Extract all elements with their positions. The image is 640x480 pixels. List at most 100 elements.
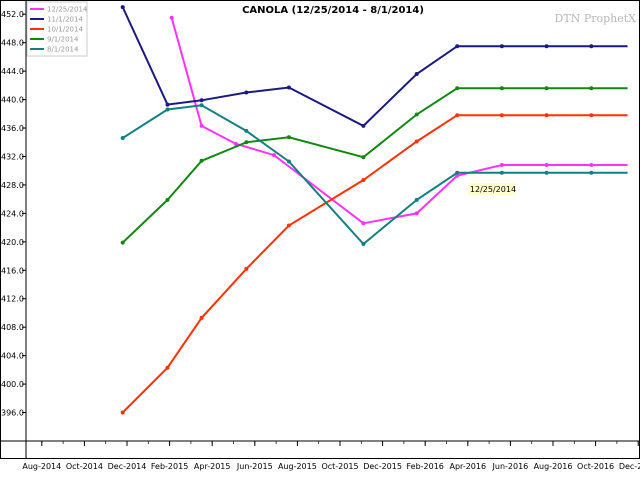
data-point (499, 113, 504, 118)
x-tick-label: Feb-2016 (406, 462, 443, 471)
data-point (244, 90, 249, 95)
x-tick-label: Aug-2016 (534, 462, 573, 471)
data-point (120, 240, 125, 245)
data-point (165, 102, 170, 107)
data-point (589, 86, 594, 91)
y-tick-label: 448.0 (1, 39, 24, 48)
series-line (122, 104, 628, 246)
y-axis: 396.0 400.0 404.0 408.0 412.0 416.0 420.0 424.0… (1, 10, 26, 418)
data-point (589, 163, 594, 167)
y-tick-label: 408.0 (1, 323, 24, 332)
x-tick-label: Feb-2015 (151, 462, 188, 471)
y-tick-label: 444.0 (1, 67, 24, 76)
data-point (165, 197, 170, 202)
y-tick-label: 428.0 (1, 181, 24, 190)
x-tick-label: Dec-2016 (619, 462, 640, 471)
y-tick-label: 436.0 (1, 124, 24, 133)
data-point (544, 113, 549, 118)
y-tick-label: 412.0 (1, 295, 24, 304)
data-point (544, 44, 549, 49)
legend-label: 8/1/2014 (47, 46, 79, 54)
y-tick-label: 420.0 (1, 238, 24, 247)
y-tick-label: 404.0 (1, 352, 24, 361)
series-12-25-2014 (169, 15, 628, 226)
data-point (455, 113, 460, 118)
data-point (199, 158, 204, 163)
data-point (455, 86, 460, 91)
data-point (414, 211, 419, 216)
x-axis: Aug-2014 Oct-2014 Dec-2014 Feb-2015 Apr-2015… (22, 441, 640, 471)
y-tick-label: 396.0 (1, 409, 24, 418)
data-point (286, 223, 291, 228)
data-point (499, 44, 504, 49)
legend-label: 9/1/2014 (47, 36, 79, 44)
x-tick-label: Oct-2015 (321, 462, 358, 471)
series-10-1-2014 (120, 113, 628, 415)
series-8-1-2014 (120, 103, 628, 246)
data-point (499, 170, 504, 175)
annotation-label: 12/25/2014 (470, 185, 516, 194)
data-point (272, 153, 276, 158)
series-11-1-2014 (120, 5, 628, 128)
data-point (165, 365, 170, 370)
legend: 12/25/2014 11/1/2014 10/1/2014 9/1/2014 8/1/… (26, 1, 88, 57)
data-point (361, 242, 366, 246)
data-point (199, 123, 204, 128)
y-tick-label: 452.0 (1, 10, 24, 19)
data-point (120, 136, 125, 140)
data-point (361, 155, 366, 160)
chart-title: CANOLA (12/25/2014 - 8/1/2014) (242, 5, 424, 16)
data-point (455, 173, 460, 178)
data-point (455, 44, 460, 49)
plot-frame (0, 0, 640, 459)
x-tick-label: Apr-2016 (450, 462, 487, 471)
x-tick-label: Apr-2015 (194, 462, 231, 471)
data-point (589, 44, 594, 49)
x-tick-label: Dec-2014 (108, 462, 147, 471)
data-point (199, 103, 204, 108)
data-point (499, 86, 504, 91)
series-line (170, 17, 628, 225)
x-tick-label: Oct-2016 (577, 462, 614, 471)
data-point (286, 135, 291, 140)
y-tick-label: 400.0 (1, 380, 24, 389)
data-point (589, 170, 594, 175)
data-point (414, 72, 419, 76)
legend-label: 11/1/2014 (47, 16, 83, 24)
x-tick-label: Oct-2014 (66, 462, 103, 471)
x-tick-label: Aug-2015 (278, 462, 317, 471)
data-point (244, 128, 249, 133)
data-point (244, 140, 249, 145)
data-point (244, 266, 249, 271)
data-point (199, 98, 204, 103)
legend-label: 10/1/2014 (47, 26, 83, 34)
x-tick-label: Jun-2015 (236, 462, 273, 471)
data-point (286, 159, 291, 164)
data-point (361, 123, 366, 128)
data-point (414, 197, 419, 202)
data-point (544, 170, 549, 175)
x-tick-label: Jun-2016 (492, 462, 529, 471)
series-9-1-2014 (120, 86, 628, 245)
x-tick-label: Dec-2015 (363, 462, 402, 471)
data-point (199, 315, 204, 320)
data-point (361, 178, 366, 182)
series-layer (120, 5, 628, 415)
data-point (361, 221, 366, 226)
data-point (589, 113, 594, 118)
series-line (121, 6, 628, 128)
series-line (122, 87, 628, 244)
annotation-background (467, 183, 516, 196)
data-point (455, 170, 460, 175)
data-point (169, 15, 174, 20)
brand-watermark: DTN ProphetX (555, 12, 637, 25)
data-point (544, 163, 549, 167)
annotation: 12/25/2014 (467, 183, 516, 196)
y-tick-label: 440.0 (1, 96, 24, 105)
data-point (120, 410, 125, 415)
series-line (121, 114, 628, 414)
data-point (414, 112, 419, 117)
data-point (165, 107, 170, 112)
